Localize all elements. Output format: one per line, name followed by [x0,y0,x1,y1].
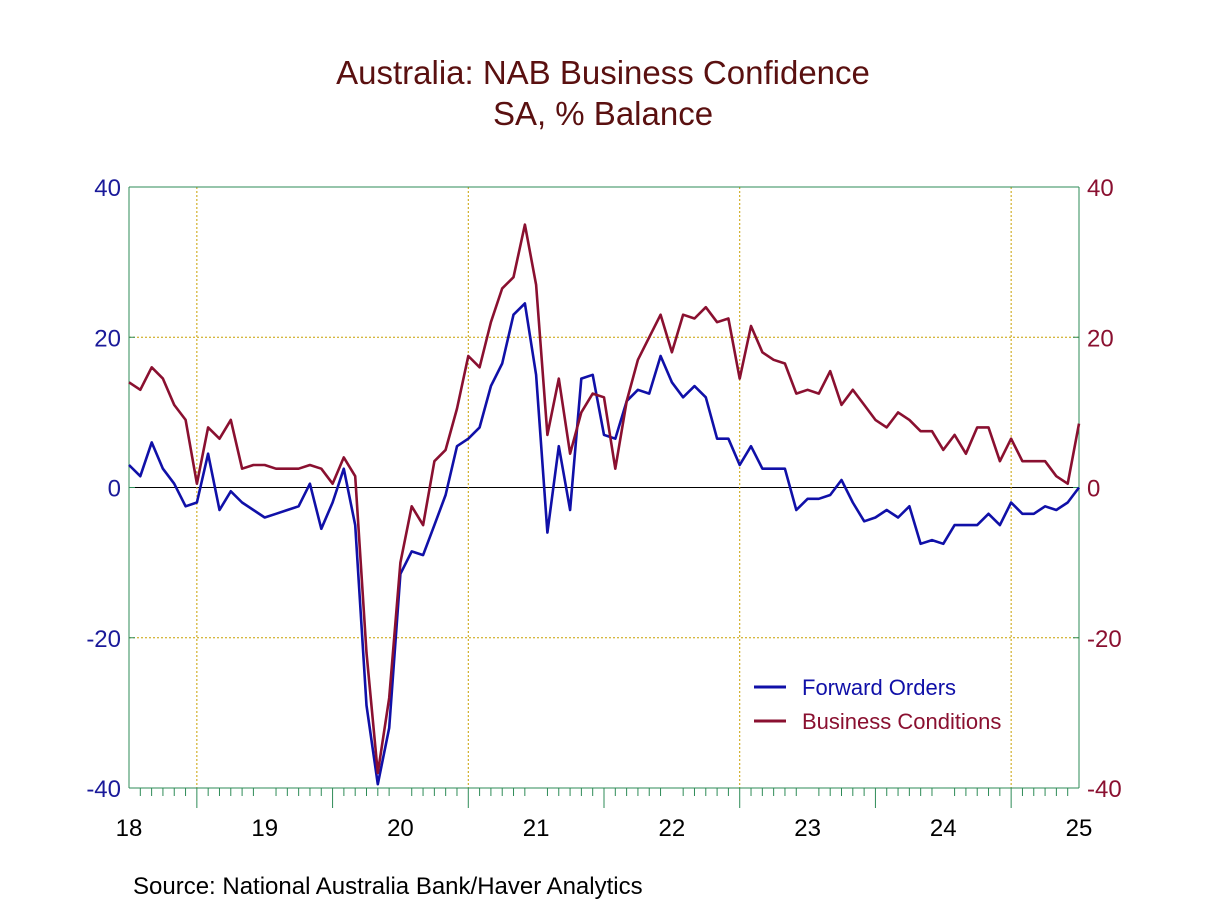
legend: Forward Orders Business Conditions [754,675,1001,734]
y-tick-label-left: 40 [94,175,121,202]
series-line-forward-orders [128,302,1081,786]
grid-lines [129,187,1079,788]
y-tick-label-left: 20 [94,325,121,352]
series-lines [128,223,1081,786]
right-y-axis: 40 20 0 -20 -40 [1073,175,1122,803]
x-tick-label: 25 [1066,815,1093,842]
y-tick-label-left: 0 [108,476,121,503]
y-tick-label-right: 20 [1087,325,1114,352]
x-tick-label: 20 [387,815,414,842]
x-tick-label: 19 [251,815,278,842]
y-tick-label-left: -40 [86,776,121,803]
y-tick-label-right: 0 [1087,476,1100,503]
chart-subtitle: SA, % Balance [493,95,713,132]
x-axis: 18 19 20 21 22 23 24 25 [116,788,1093,842]
x-tick-label: 18 [116,815,143,842]
chart-title: Australia: NAB Business Confidence [336,54,870,91]
series-line-business-conditions [128,223,1081,775]
x-tick-label: 23 [794,815,821,842]
source-note: Source: National Australia Bank/Haver An… [133,873,643,900]
y-tick-label-right: -40 [1087,776,1122,803]
legend-label-business-conditions: Business Conditions [802,709,1001,734]
y-tick-label-right: -20 [1087,626,1122,653]
x-tick-label: 22 [659,815,686,842]
x-tick-label: 24 [930,815,957,842]
left-y-axis: 40 20 0 -20 -40 [86,175,135,803]
x-tick-label: 21 [523,815,550,842]
legend-label-forward-orders: Forward Orders [802,675,956,700]
y-tick-label-left: -20 [86,626,121,653]
y-tick-label-right: 40 [1087,175,1114,202]
